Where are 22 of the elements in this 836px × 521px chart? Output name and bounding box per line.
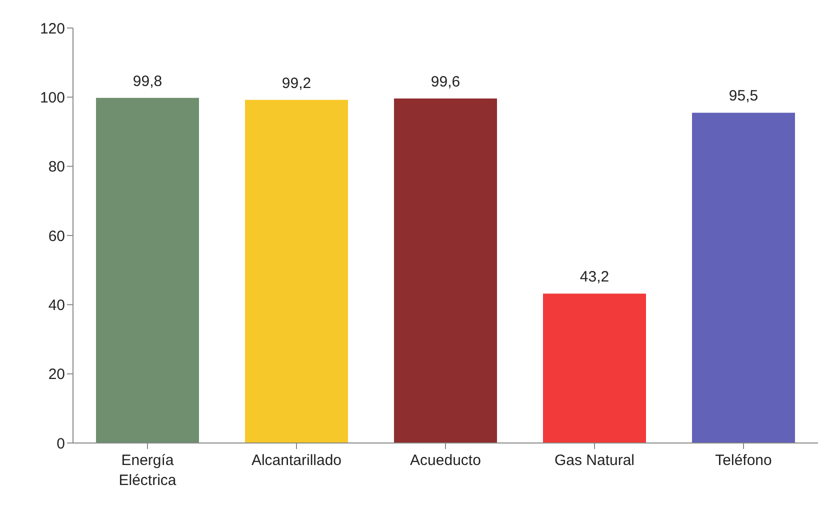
x-tick-label: Energía Eléctrica	[118, 452, 177, 489]
y-tick-label: 40	[48, 296, 65, 314]
y-tick-label: 120	[40, 20, 65, 38]
x-tick-label: Acueducto	[410, 452, 481, 469]
y-tick-label: 60	[48, 228, 65, 245]
x-tick-label: Teléfono	[715, 452, 772, 469]
x-tick-label: Gas Natural	[554, 452, 635, 469]
bar	[96, 98, 199, 443]
bar	[245, 100, 348, 443]
data-label: 43,2	[580, 268, 610, 286]
data-label: 99,2	[282, 74, 312, 92]
bar	[543, 294, 646, 443]
data-label: 95,5	[728, 88, 758, 105]
data-label: 99,6	[430, 74, 460, 91]
y-tick-label: 80	[48, 158, 65, 176]
data-label: 99,8	[132, 72, 162, 90]
y-tick-label: 0	[56, 435, 65, 452]
bar	[394, 98, 497, 443]
x-tick-label: Alcantarillado	[251, 452, 342, 469]
bar	[692, 112, 795, 443]
y-tick-label: 20	[48, 366, 65, 384]
y-tick-label: 100	[40, 89, 65, 106]
